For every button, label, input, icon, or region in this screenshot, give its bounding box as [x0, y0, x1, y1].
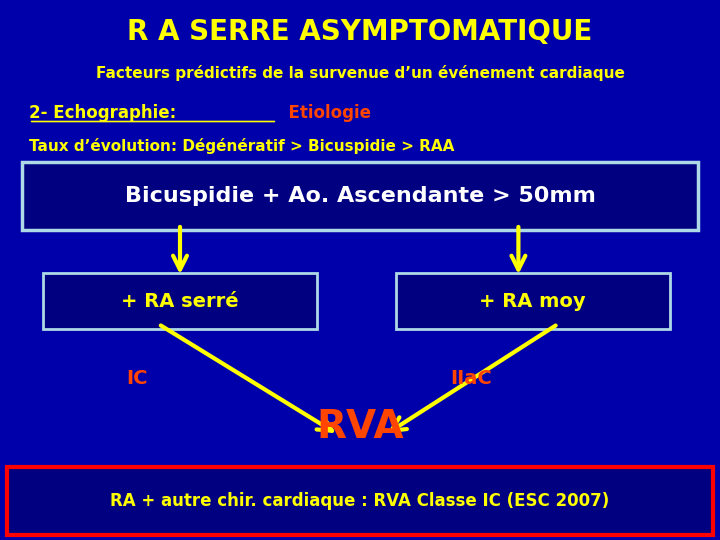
Text: RVA: RVA	[316, 408, 404, 445]
Text: IC: IC	[126, 368, 148, 388]
FancyBboxPatch shape	[7, 467, 713, 535]
Text: 2- Echographie:: 2- Echographie:	[29, 104, 176, 123]
FancyBboxPatch shape	[43, 273, 317, 329]
FancyBboxPatch shape	[396, 273, 670, 329]
Text: R A SERRE ASYMPTOMATIQUE: R A SERRE ASYMPTOMATIQUE	[127, 18, 593, 46]
Text: Bicuspidie + Ao. Ascendante > 50mm: Bicuspidie + Ao. Ascendante > 50mm	[125, 186, 595, 206]
Text: + RA moy: + RA moy	[480, 292, 586, 311]
FancyBboxPatch shape	[22, 162, 698, 230]
Text: Etiologie: Etiologie	[277, 104, 372, 123]
Text: Facteurs prédictifs de la survenue d’un événement cardiaque: Facteurs prédictifs de la survenue d’un …	[96, 65, 624, 81]
Text: Taux d’évolution: Dégénératif > Bicuspidie > RAA: Taux d’évolution: Dégénératif > Bicuspid…	[29, 138, 454, 154]
Text: RA + autre chir. cardiaque : RVA Classe IC (ESC 2007): RA + autre chir. cardiaque : RVA Classe …	[110, 492, 610, 510]
Text: IIaC: IIaC	[451, 368, 492, 388]
Text: + RA serré: + RA serré	[121, 292, 239, 311]
